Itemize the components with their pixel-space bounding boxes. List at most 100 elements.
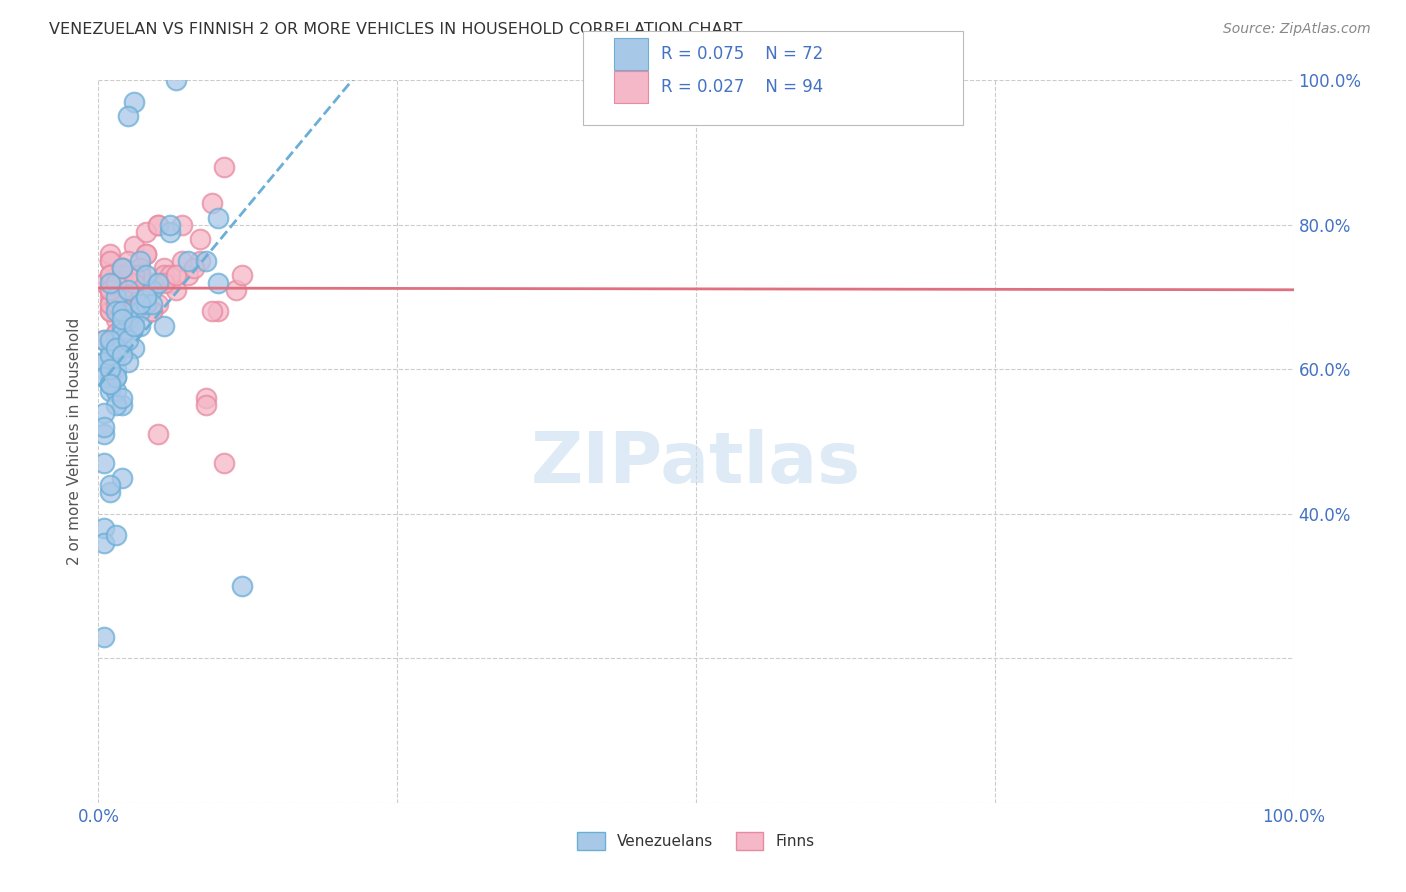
Point — [98, 253, 122, 268]
Point — [98, 283, 122, 297]
Point — [98, 362, 122, 376]
Point — [93, 334, 115, 348]
Point — [124, 283, 146, 297]
Point — [141, 304, 163, 318]
Point — [111, 311, 134, 326]
Point — [159, 218, 181, 232]
Point — [111, 348, 134, 362]
Point — [98, 348, 122, 362]
Point — [98, 304, 122, 318]
Point — [111, 297, 134, 311]
Point — [207, 211, 229, 225]
Point — [117, 334, 139, 348]
Point — [172, 218, 194, 232]
Point — [129, 297, 152, 311]
Point — [111, 318, 134, 333]
Point — [165, 283, 187, 297]
Legend: Venezuelans, Finns: Venezuelans, Finns — [571, 826, 821, 856]
Point — [98, 276, 122, 290]
Point — [195, 253, 218, 268]
Point — [105, 268, 128, 283]
Point — [148, 297, 170, 311]
Point — [93, 456, 115, 470]
Point — [105, 398, 128, 412]
Point — [105, 304, 128, 318]
Point — [105, 348, 128, 362]
Point — [105, 528, 128, 542]
Point — [98, 276, 122, 290]
Point — [98, 290, 122, 304]
Point — [148, 218, 170, 232]
Point — [98, 485, 122, 500]
Point — [105, 369, 128, 384]
Point — [111, 276, 134, 290]
Point — [124, 283, 146, 297]
Point — [129, 304, 152, 318]
Point — [111, 290, 134, 304]
Point — [111, 341, 134, 355]
Point — [159, 225, 181, 239]
Point — [111, 276, 134, 290]
Point — [111, 326, 134, 341]
Point — [124, 318, 146, 333]
Point — [129, 268, 152, 283]
Point — [105, 326, 128, 341]
Text: R = 0.075    N = 72: R = 0.075 N = 72 — [661, 45, 823, 63]
Point — [111, 261, 134, 276]
Point — [148, 218, 170, 232]
Point — [105, 304, 128, 318]
Point — [111, 268, 134, 283]
Point — [105, 290, 128, 304]
Text: R = 0.027    N = 94: R = 0.027 N = 94 — [661, 78, 823, 96]
Point — [105, 384, 128, 398]
Point — [98, 297, 122, 311]
Point — [177, 253, 200, 268]
Point — [111, 391, 134, 405]
Point — [111, 283, 134, 297]
Point — [117, 283, 139, 297]
Point — [207, 304, 229, 318]
Point — [111, 290, 134, 304]
Point — [231, 579, 253, 593]
Point — [195, 391, 218, 405]
Point — [105, 276, 128, 290]
Point — [105, 276, 128, 290]
Point — [135, 246, 157, 260]
Point — [117, 304, 139, 318]
Text: Source: ZipAtlas.com: Source: ZipAtlas.com — [1223, 22, 1371, 37]
Point — [212, 160, 235, 174]
Point — [98, 297, 122, 311]
Point — [93, 276, 115, 290]
Point — [135, 297, 157, 311]
Point — [188, 232, 211, 246]
Point — [93, 369, 115, 384]
Point — [188, 253, 211, 268]
Point — [105, 276, 128, 290]
Point — [201, 304, 224, 318]
Point — [135, 246, 157, 260]
Point — [105, 268, 128, 283]
Point — [93, 355, 115, 369]
Point — [105, 362, 128, 376]
Point — [111, 268, 134, 283]
Point — [141, 297, 163, 311]
Point — [105, 369, 128, 384]
Point — [117, 311, 139, 326]
Point — [153, 261, 176, 276]
Point — [105, 283, 128, 297]
Point — [98, 283, 122, 297]
Point — [124, 239, 146, 253]
Point — [98, 478, 122, 492]
Point — [117, 355, 139, 369]
Point — [111, 334, 134, 348]
Point — [135, 225, 157, 239]
Point — [93, 427, 115, 442]
Point — [117, 253, 139, 268]
Point — [135, 290, 157, 304]
Point — [117, 109, 139, 123]
Point — [111, 304, 134, 318]
Point — [93, 521, 115, 535]
Point — [165, 73, 187, 87]
Point — [117, 311, 139, 326]
Point — [153, 318, 176, 333]
